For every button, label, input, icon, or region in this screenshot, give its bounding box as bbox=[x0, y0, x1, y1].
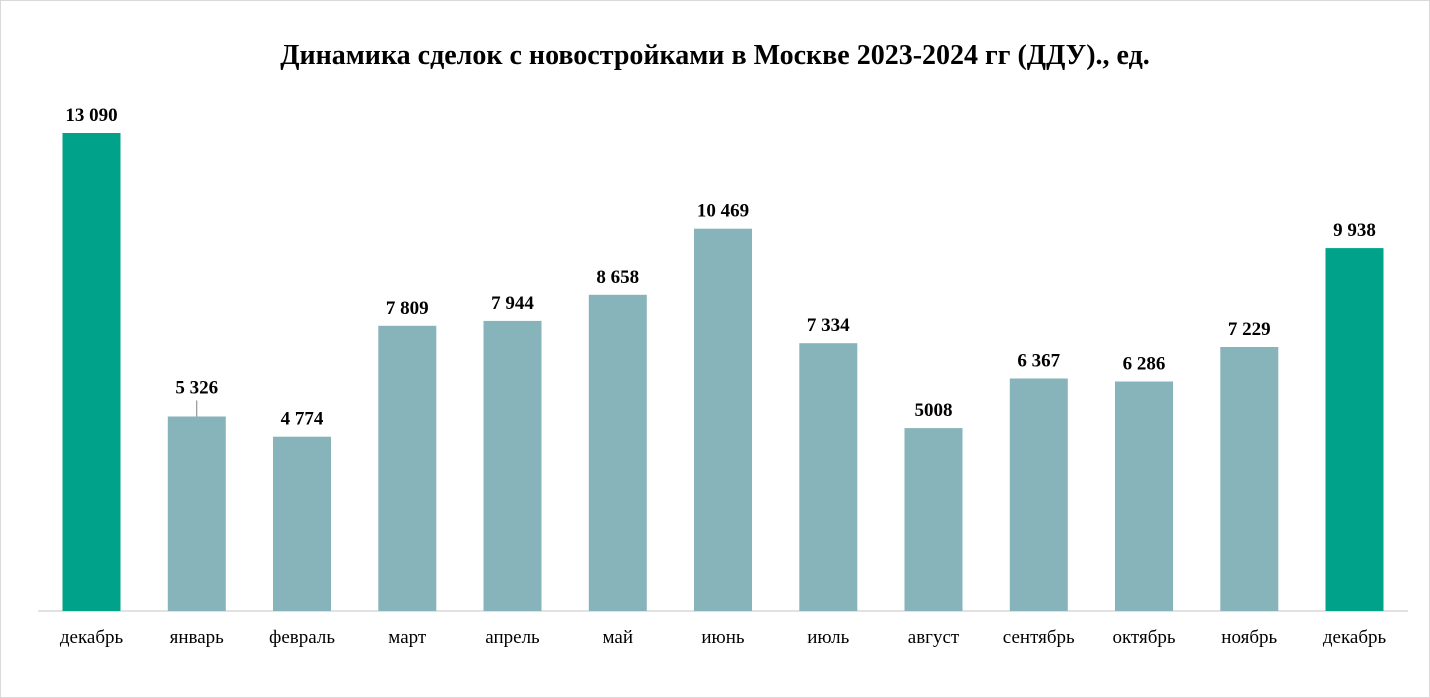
bar-4 bbox=[483, 320, 542, 611]
x-tick-label-5: май bbox=[603, 627, 634, 648]
chart-title: Динамика сделок с новостройками в Москве… bbox=[280, 40, 1150, 71]
data-label-9: 6 367 bbox=[1017, 351, 1060, 372]
data-label-3: 7 809 bbox=[386, 298, 429, 319]
bar-0 bbox=[62, 133, 121, 611]
x-tick-label-11: ноябрь bbox=[1221, 627, 1277, 648]
bar-11 bbox=[1220, 347, 1279, 611]
bar-5 bbox=[588, 294, 647, 611]
bar-8 bbox=[904, 428, 963, 611]
data-label-5: 8 658 bbox=[596, 267, 639, 288]
bar-2 bbox=[273, 436, 331, 611]
x-tick-label-10: октябрь bbox=[1112, 627, 1175, 648]
data-label-2: 4 774 bbox=[281, 409, 324, 430]
bar-12 bbox=[1325, 248, 1384, 611]
data-label-0: 13 090 bbox=[65, 105, 117, 126]
data-label-8: 5008 bbox=[915, 400, 953, 421]
x-tick-label-7: июль bbox=[807, 627, 849, 648]
bar-10 bbox=[1115, 381, 1173, 611]
x-tick-labels-group: декабрь январь февраль март апрель май июнь июл… bbox=[60, 627, 1387, 648]
bar-1 bbox=[167, 416, 226, 611]
data-label-7: 7 334 bbox=[807, 315, 850, 336]
data-label-6: 10 469 bbox=[697, 201, 749, 222]
data-label-10: 6 286 bbox=[1123, 354, 1166, 375]
bar-3 bbox=[378, 325, 437, 611]
bar-9 bbox=[1009, 378, 1068, 611]
bar-6 bbox=[694, 228, 752, 611]
x-tick-label-6: июнь bbox=[701, 627, 745, 648]
data-label-4: 7 944 bbox=[491, 293, 534, 314]
x-tick-label-2: февраль bbox=[269, 627, 335, 648]
x-tick-label-9: сентябрь bbox=[1003, 627, 1075, 648]
bar-7 bbox=[799, 343, 858, 611]
data-label-11: 7 229 bbox=[1228, 319, 1271, 340]
x-tick-label-4: апрель bbox=[485, 627, 540, 648]
data-labels-group: 13 090 5 326 4 774 7 809 7 944 8 658 10 469 7 3… bbox=[65, 105, 1376, 430]
x-tick-label-0: декабрь bbox=[60, 627, 124, 648]
x-tick-label-8: август bbox=[908, 627, 960, 648]
x-tick-label-1: январь bbox=[170, 627, 225, 648]
data-label-12: 9 938 bbox=[1333, 220, 1376, 241]
x-tick-label-12: декабрь bbox=[1323, 627, 1387, 648]
x-tick-label-3: март bbox=[388, 627, 427, 648]
bars-group bbox=[62, 133, 1384, 611]
data-label-1: 5 326 bbox=[175, 378, 218, 399]
